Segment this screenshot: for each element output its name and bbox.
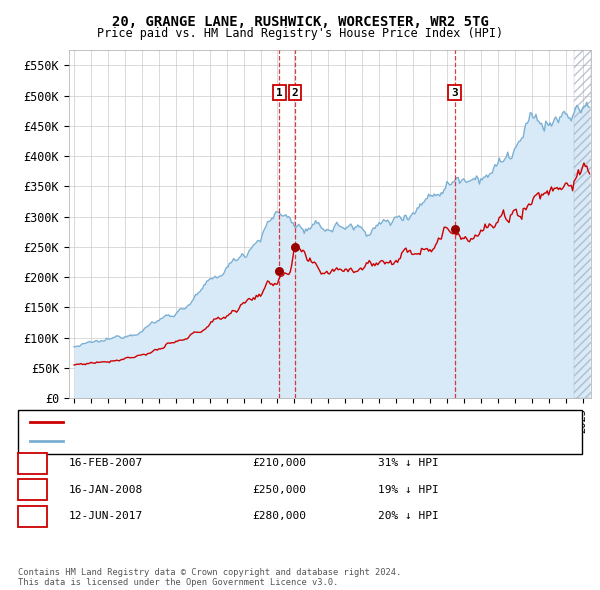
Text: 31% ↓ HPI: 31% ↓ HPI [378,458,439,468]
Text: Contains HM Land Registry data © Crown copyright and database right 2024.
This d: Contains HM Land Registry data © Crown c… [18,568,401,587]
Text: 1: 1 [29,458,36,468]
Text: 20% ↓ HPI: 20% ↓ HPI [378,512,439,521]
Text: Price paid vs. HM Land Registry's House Price Index (HPI): Price paid vs. HM Land Registry's House … [97,27,503,40]
Text: 3: 3 [451,87,458,97]
Text: 1: 1 [276,87,283,97]
Text: 20, GRANGE LANE, RUSHWICK, WORCESTER, WR2 5TG: 20, GRANGE LANE, RUSHWICK, WORCESTER, WR… [112,15,488,29]
Text: 2: 2 [29,485,36,494]
Text: 3: 3 [29,512,36,521]
Text: 19% ↓ HPI: 19% ↓ HPI [378,485,439,494]
Text: 2: 2 [292,87,298,97]
Text: £250,000: £250,000 [252,485,306,494]
Text: HPI: Average price, detached house, Malvern Hills: HPI: Average price, detached house, Malv… [69,437,375,446]
Text: 12-JUN-2017: 12-JUN-2017 [69,512,143,521]
Text: 16-JAN-2008: 16-JAN-2008 [69,485,143,494]
Text: 16-FEB-2007: 16-FEB-2007 [69,458,143,468]
Text: £210,000: £210,000 [252,458,306,468]
Text: 20, GRANGE LANE, RUSHWICK, WORCESTER, WR2 5TG (detached house): 20, GRANGE LANE, RUSHWICK, WORCESTER, WR… [69,417,457,427]
Text: £280,000: £280,000 [252,512,306,521]
